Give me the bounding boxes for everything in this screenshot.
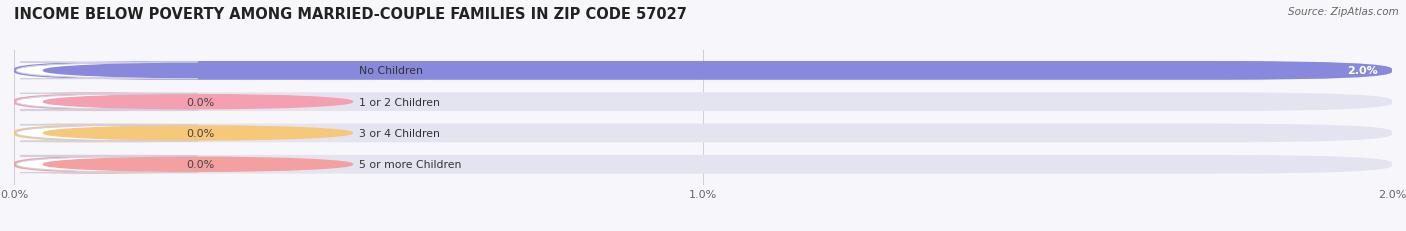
FancyBboxPatch shape bbox=[14, 93, 1392, 112]
Text: 0.0%: 0.0% bbox=[186, 97, 214, 107]
Text: 0.0%: 0.0% bbox=[186, 128, 214, 138]
Circle shape bbox=[44, 64, 353, 78]
FancyBboxPatch shape bbox=[14, 155, 1392, 174]
FancyBboxPatch shape bbox=[14, 62, 1392, 80]
Text: 1 or 2 Children: 1 or 2 Children bbox=[360, 97, 440, 107]
FancyBboxPatch shape bbox=[15, 94, 202, 110]
Circle shape bbox=[44, 95, 353, 109]
Text: 2.0%: 2.0% bbox=[1347, 66, 1378, 76]
FancyBboxPatch shape bbox=[15, 125, 202, 142]
FancyBboxPatch shape bbox=[14, 124, 1392, 143]
Circle shape bbox=[44, 158, 353, 172]
Text: No Children: No Children bbox=[360, 66, 423, 76]
FancyBboxPatch shape bbox=[0, 155, 187, 174]
Text: 0.0%: 0.0% bbox=[186, 160, 214, 170]
FancyBboxPatch shape bbox=[15, 156, 202, 173]
Text: 3 or 4 Children: 3 or 4 Children bbox=[360, 128, 440, 138]
FancyBboxPatch shape bbox=[15, 63, 202, 79]
FancyBboxPatch shape bbox=[0, 93, 187, 112]
FancyBboxPatch shape bbox=[14, 62, 1392, 80]
Circle shape bbox=[44, 126, 353, 140]
Text: 5 or more Children: 5 or more Children bbox=[360, 160, 461, 170]
FancyBboxPatch shape bbox=[0, 124, 187, 143]
Text: Source: ZipAtlas.com: Source: ZipAtlas.com bbox=[1288, 7, 1399, 17]
Text: INCOME BELOW POVERTY AMONG MARRIED-COUPLE FAMILIES IN ZIP CODE 57027: INCOME BELOW POVERTY AMONG MARRIED-COUPL… bbox=[14, 7, 688, 22]
